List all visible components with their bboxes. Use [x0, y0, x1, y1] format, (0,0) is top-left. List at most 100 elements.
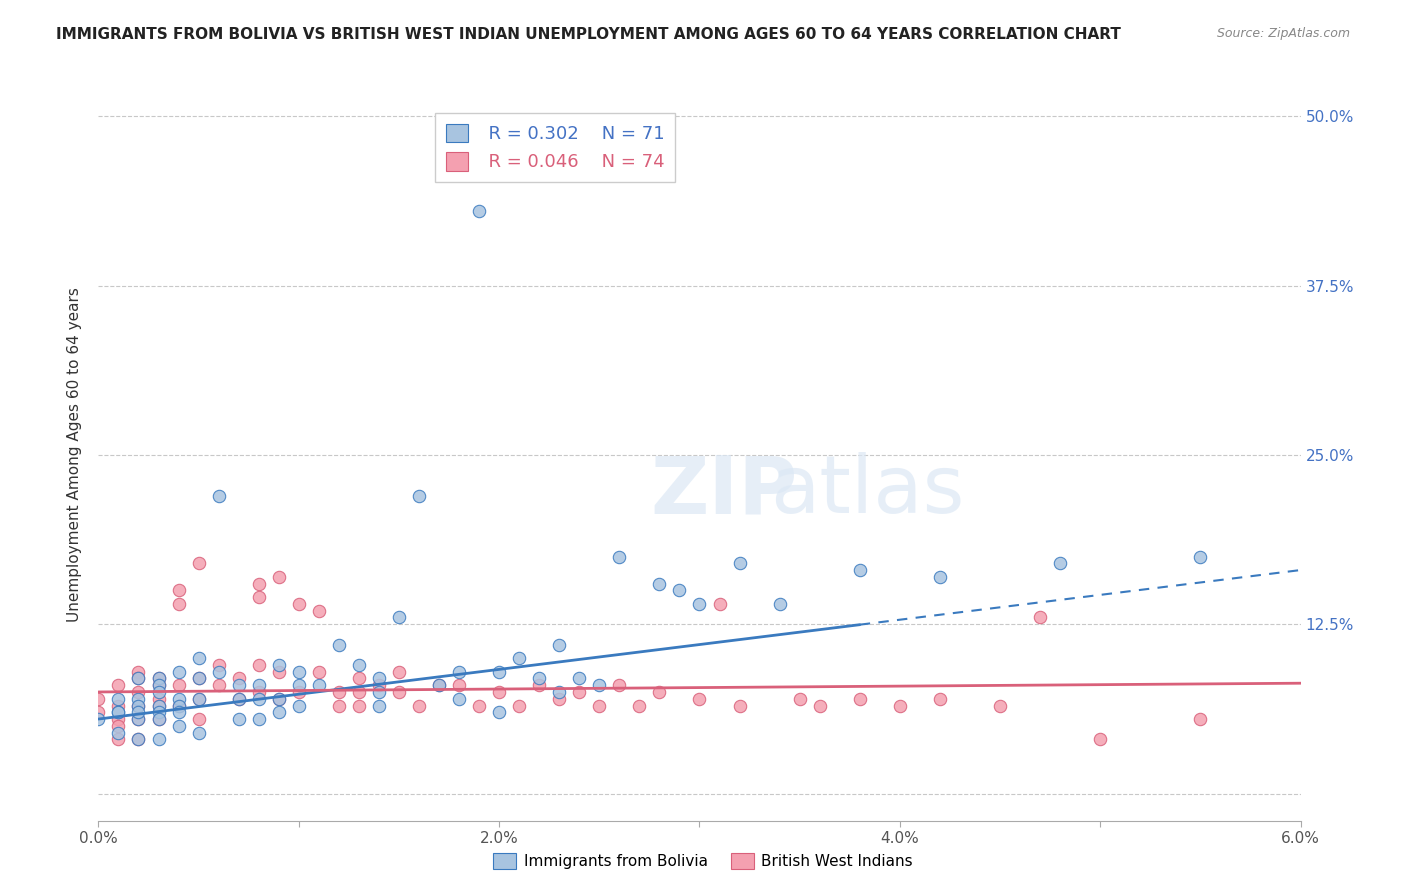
Point	[187, 725, 209, 739]
Point	[128, 672, 150, 686]
Point	[167, 665, 190, 679]
Point	[328, 685, 350, 699]
Point	[508, 698, 530, 713]
Point	[648, 685, 671, 699]
Point	[689, 691, 711, 706]
Point	[529, 672, 551, 686]
Point	[427, 678, 450, 692]
Point	[87, 712, 110, 726]
Point	[187, 691, 209, 706]
Point	[548, 638, 571, 652]
Point	[468, 204, 491, 219]
Point	[368, 678, 391, 692]
Point	[1090, 732, 1112, 747]
Point	[347, 685, 370, 699]
Point	[709, 597, 731, 611]
Point	[187, 672, 209, 686]
Point	[128, 665, 150, 679]
Point	[148, 672, 170, 686]
Point	[308, 604, 330, 618]
Point	[187, 712, 209, 726]
Point	[148, 691, 170, 706]
Point	[107, 698, 129, 713]
Point	[128, 732, 150, 747]
Point	[668, 583, 690, 598]
Point	[388, 685, 411, 699]
Point	[267, 691, 290, 706]
Point	[789, 691, 811, 706]
Point	[148, 685, 170, 699]
Point	[148, 678, 170, 692]
Point	[267, 570, 290, 584]
Point	[308, 665, 330, 679]
Point	[609, 678, 631, 692]
Point	[247, 685, 270, 699]
Point	[1029, 610, 1052, 624]
Point	[728, 698, 751, 713]
Point	[568, 685, 591, 699]
Text: ZIP: ZIP	[650, 452, 797, 531]
Point	[247, 691, 270, 706]
Point	[167, 678, 190, 692]
Point	[208, 665, 231, 679]
Point	[128, 698, 150, 713]
Legend:   R = 0.302    N = 71,   R = 0.046    N = 74: R = 0.302 N = 71, R = 0.046 N = 74	[436, 113, 675, 182]
Point	[628, 698, 651, 713]
Point	[689, 597, 711, 611]
Point	[187, 651, 209, 665]
Point	[148, 706, 170, 720]
Point	[347, 698, 370, 713]
Point	[228, 691, 250, 706]
Point	[288, 685, 311, 699]
Point	[468, 698, 491, 713]
Y-axis label: Unemployment Among Ages 60 to 64 years: Unemployment Among Ages 60 to 64 years	[67, 287, 83, 623]
Point	[107, 719, 129, 733]
Legend: Immigrants from Bolivia, British West Indians: Immigrants from Bolivia, British West In…	[486, 847, 920, 875]
Point	[728, 556, 751, 570]
Point	[368, 685, 391, 699]
Point	[849, 563, 872, 577]
Point	[388, 610, 411, 624]
Point	[228, 678, 250, 692]
Point	[128, 698, 150, 713]
Point	[247, 678, 270, 692]
Point	[447, 678, 470, 692]
Text: IMMIGRANTS FROM BOLIVIA VS BRITISH WEST INDIAN UNEMPLOYMENT AMONG AGES 60 TO 64 : IMMIGRANTS FROM BOLIVIA VS BRITISH WEST …	[56, 27, 1121, 42]
Point	[849, 691, 872, 706]
Point	[148, 732, 170, 747]
Point	[167, 583, 190, 598]
Point	[128, 691, 150, 706]
Point	[1189, 549, 1212, 564]
Point	[267, 657, 290, 672]
Point	[889, 698, 911, 713]
Point	[247, 712, 270, 726]
Point	[288, 665, 311, 679]
Point	[128, 706, 150, 720]
Point	[929, 691, 952, 706]
Point	[148, 712, 170, 726]
Point	[128, 685, 150, 699]
Point	[107, 712, 129, 726]
Point	[447, 665, 470, 679]
Point	[167, 691, 190, 706]
Point	[247, 657, 270, 672]
Point	[148, 678, 170, 692]
Point	[148, 698, 170, 713]
Point	[107, 725, 129, 739]
Point	[187, 672, 209, 686]
Point	[388, 665, 411, 679]
Point	[148, 698, 170, 713]
Point	[488, 706, 510, 720]
Point	[87, 691, 110, 706]
Point	[648, 576, 671, 591]
Point	[247, 576, 270, 591]
Point	[548, 691, 571, 706]
Point	[128, 712, 150, 726]
Text: Source: ZipAtlas.com: Source: ZipAtlas.com	[1216, 27, 1350, 40]
Point	[1189, 712, 1212, 726]
Point	[228, 712, 250, 726]
Point	[288, 597, 311, 611]
Point	[808, 698, 831, 713]
Point	[488, 665, 510, 679]
Point	[148, 712, 170, 726]
